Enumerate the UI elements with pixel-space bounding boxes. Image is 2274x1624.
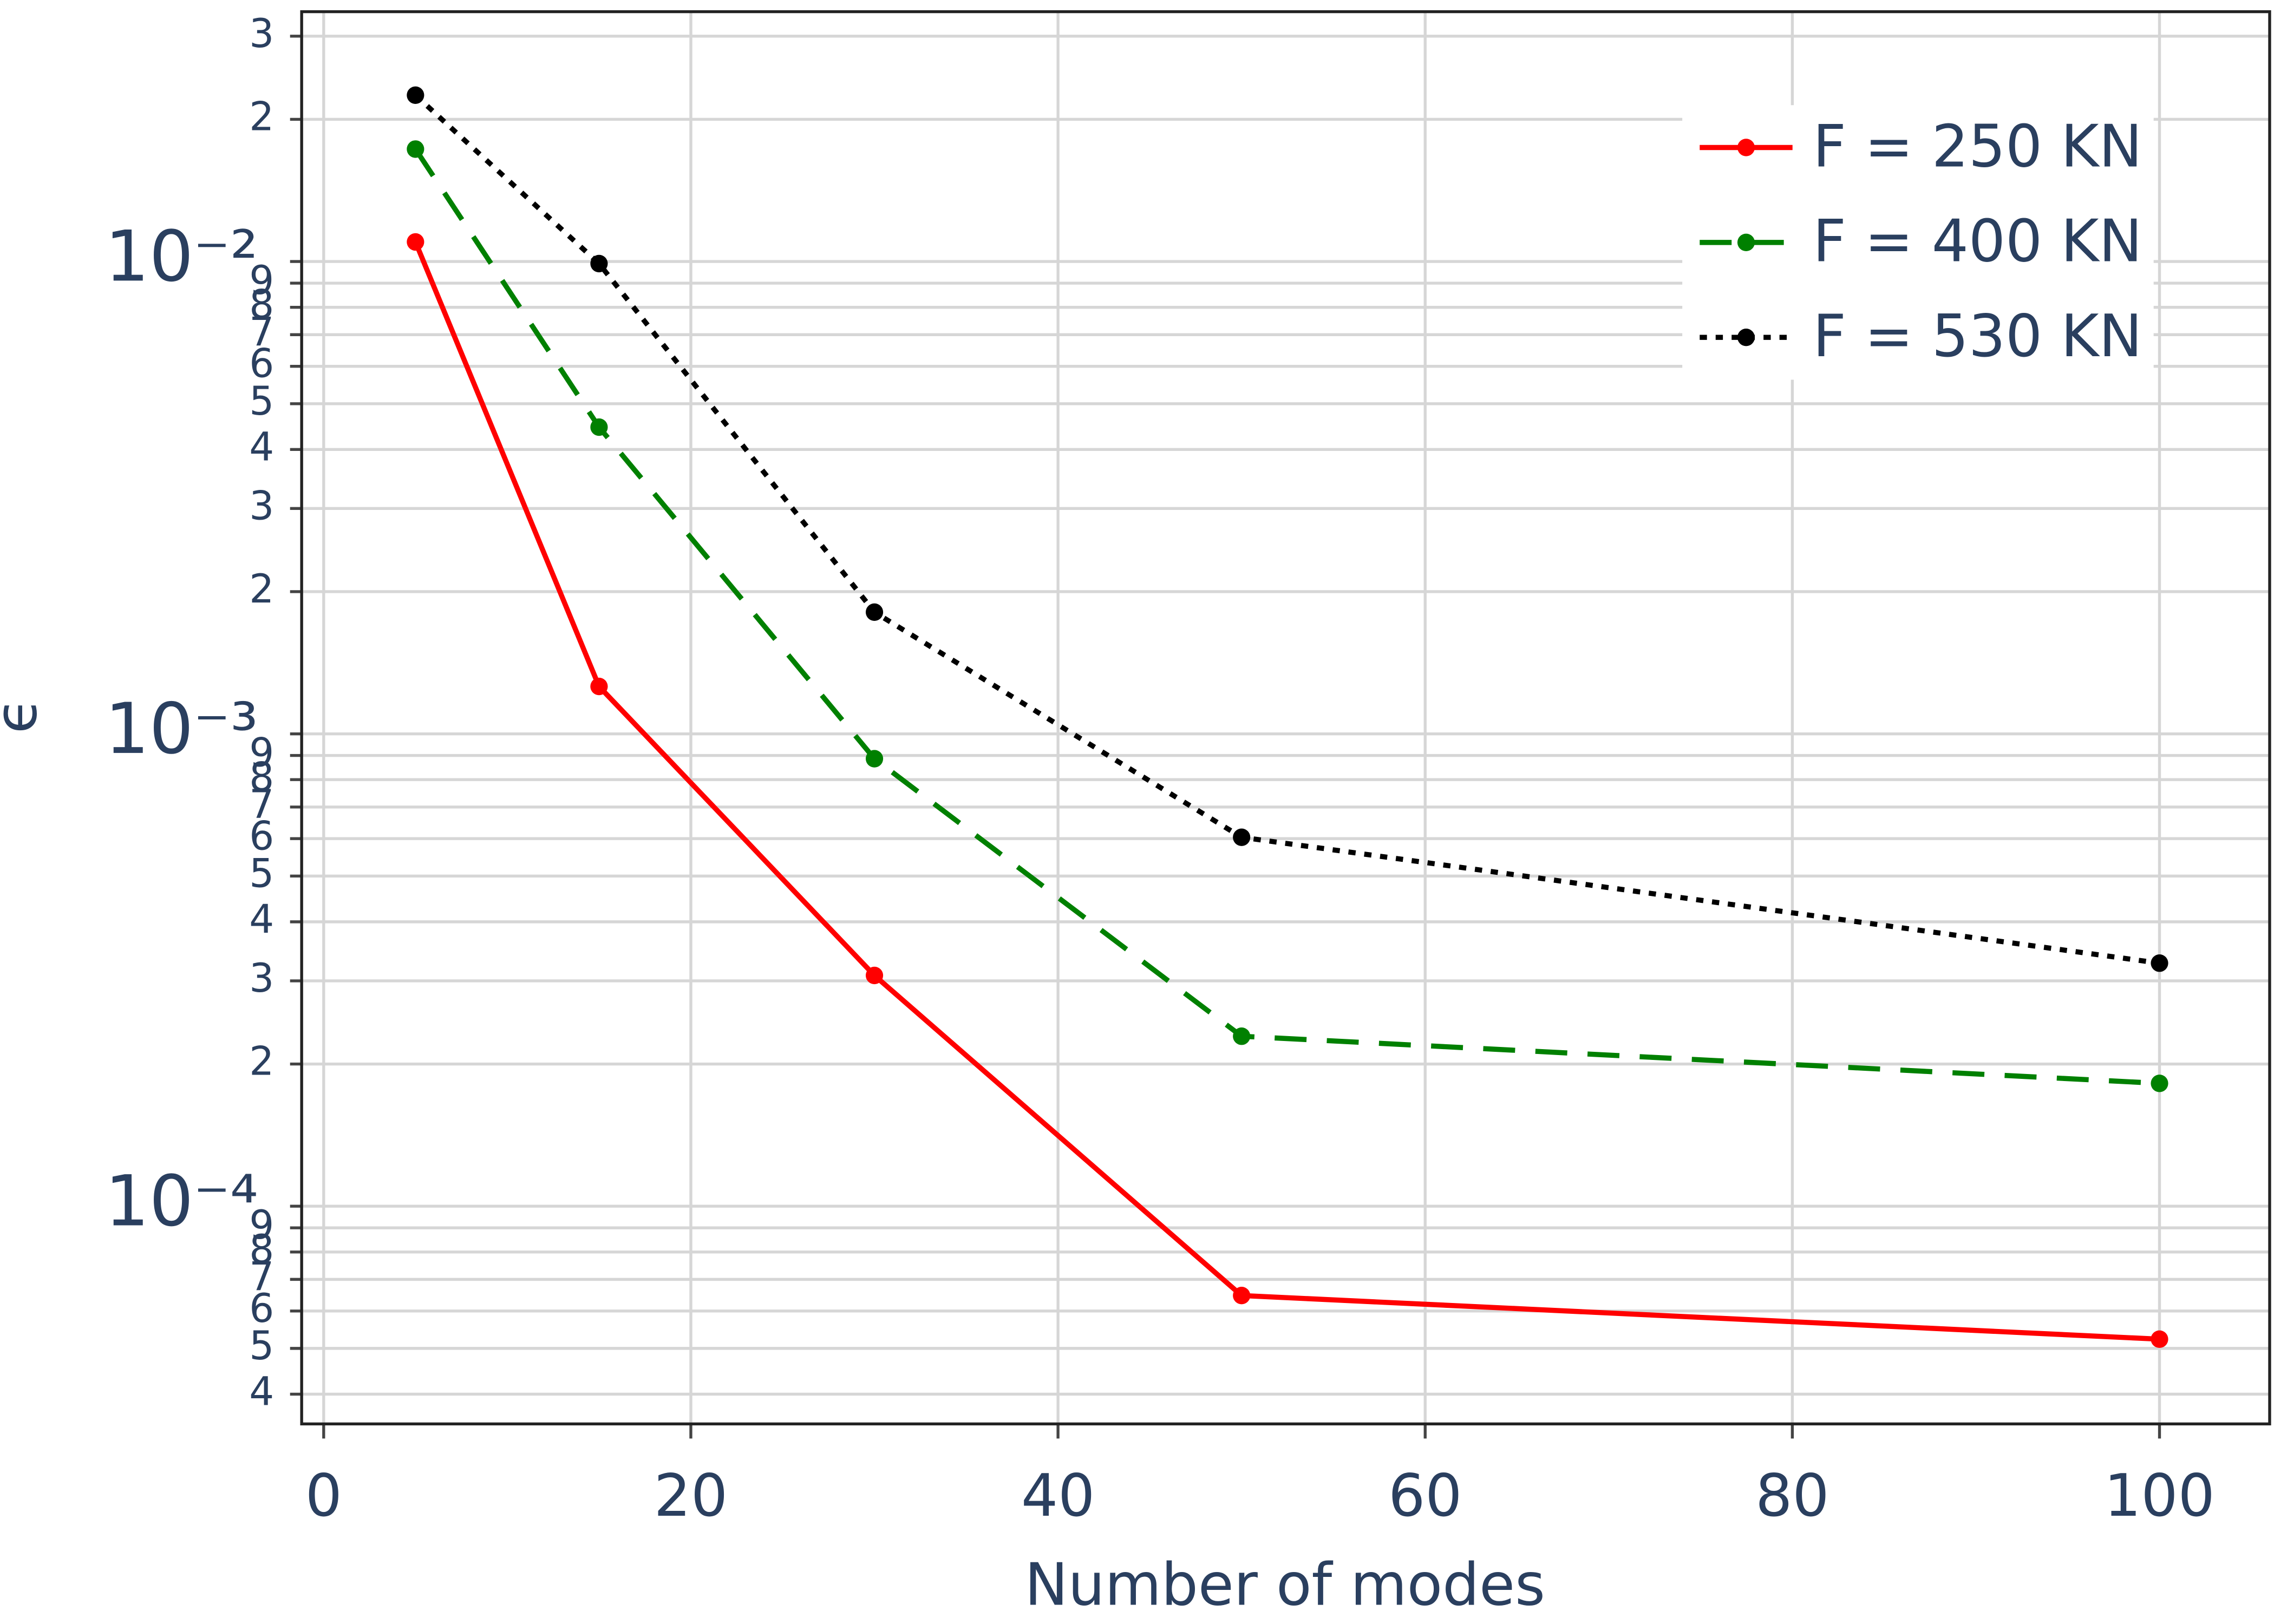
legend-marker bbox=[1737, 233, 1755, 252]
y-tick-label: 6 bbox=[249, 814, 274, 859]
x-tick-label: 40 bbox=[1021, 1462, 1095, 1530]
data-point bbox=[865, 966, 884, 985]
data-point bbox=[590, 254, 608, 273]
y-tick-label: 8 bbox=[249, 283, 274, 328]
y-tick-label: 5 bbox=[249, 1324, 274, 1369]
y-tick-label: 4 bbox=[249, 424, 274, 470]
data-point bbox=[1233, 1027, 1251, 1045]
y-tick-label: 8 bbox=[249, 755, 274, 800]
data-point bbox=[1233, 828, 1251, 846]
y-tick-label: 3 bbox=[249, 11, 274, 57]
y-tick-label: 6 bbox=[249, 342, 274, 387]
legend-label: F = 530 KN bbox=[1813, 303, 2142, 370]
y-tick-label: 10⁻³ bbox=[105, 689, 258, 770]
y-tick-label: 7 bbox=[249, 310, 274, 355]
y-tick-label: 7 bbox=[249, 1254, 274, 1300]
legend-marker bbox=[1737, 139, 1755, 156]
data-point bbox=[407, 140, 424, 158]
x-tick-label: 60 bbox=[1388, 1462, 1462, 1530]
x-tick-label: 0 bbox=[305, 1462, 342, 1530]
data-point bbox=[590, 418, 608, 436]
data-point bbox=[407, 233, 424, 251]
data-point bbox=[2151, 1075, 2168, 1092]
y-tick-label: 10⁻² bbox=[105, 216, 258, 298]
x-axis-label: Number of modes bbox=[1025, 1551, 1545, 1619]
y-tick-label: 7 bbox=[249, 782, 274, 828]
y-tick-label: 2 bbox=[249, 94, 274, 140]
y-tick-label: 9 bbox=[249, 258, 274, 304]
y-tick-label: 5 bbox=[249, 851, 274, 896]
y-tick-label: 9 bbox=[249, 730, 274, 776]
x-tick-label: 20 bbox=[654, 1462, 728, 1530]
y-tick-label: 6 bbox=[249, 1286, 274, 1332]
y-tick-label: 8 bbox=[249, 1227, 274, 1273]
y-tick-label: 9 bbox=[249, 1203, 274, 1248]
series-line bbox=[413, 241, 2160, 1342]
x-tick-label: 100 bbox=[2104, 1462, 2214, 1530]
data-point bbox=[407, 86, 424, 104]
x-tick-label: 80 bbox=[1755, 1462, 1829, 1530]
data-point bbox=[865, 750, 884, 768]
legend-label: F = 400 KN bbox=[1813, 207, 2142, 275]
plot-frame bbox=[300, 10, 2271, 1426]
y-tick-label: 4 bbox=[249, 1369, 274, 1415]
legend-marker bbox=[1737, 329, 1755, 346]
data-point bbox=[865, 603, 884, 621]
y-tick-label: 2 bbox=[249, 1039, 274, 1084]
y-axis-label: ϵ bbox=[0, 698, 50, 734]
y-tick-label: 2 bbox=[249, 567, 274, 612]
y-tick-label: 10⁻⁴ bbox=[105, 1161, 258, 1242]
data-point bbox=[2151, 954, 2168, 972]
data-point bbox=[2151, 1330, 2168, 1348]
legend-label: F = 250 KN bbox=[1813, 113, 2142, 180]
data-point bbox=[590, 677, 608, 696]
y-tick-label: 3 bbox=[249, 956, 274, 1001]
y-tick-label: 4 bbox=[249, 897, 274, 942]
data-point bbox=[1233, 1287, 1251, 1305]
y-tick-label: 5 bbox=[249, 379, 274, 424]
y-tick-label: 3 bbox=[249, 483, 274, 529]
